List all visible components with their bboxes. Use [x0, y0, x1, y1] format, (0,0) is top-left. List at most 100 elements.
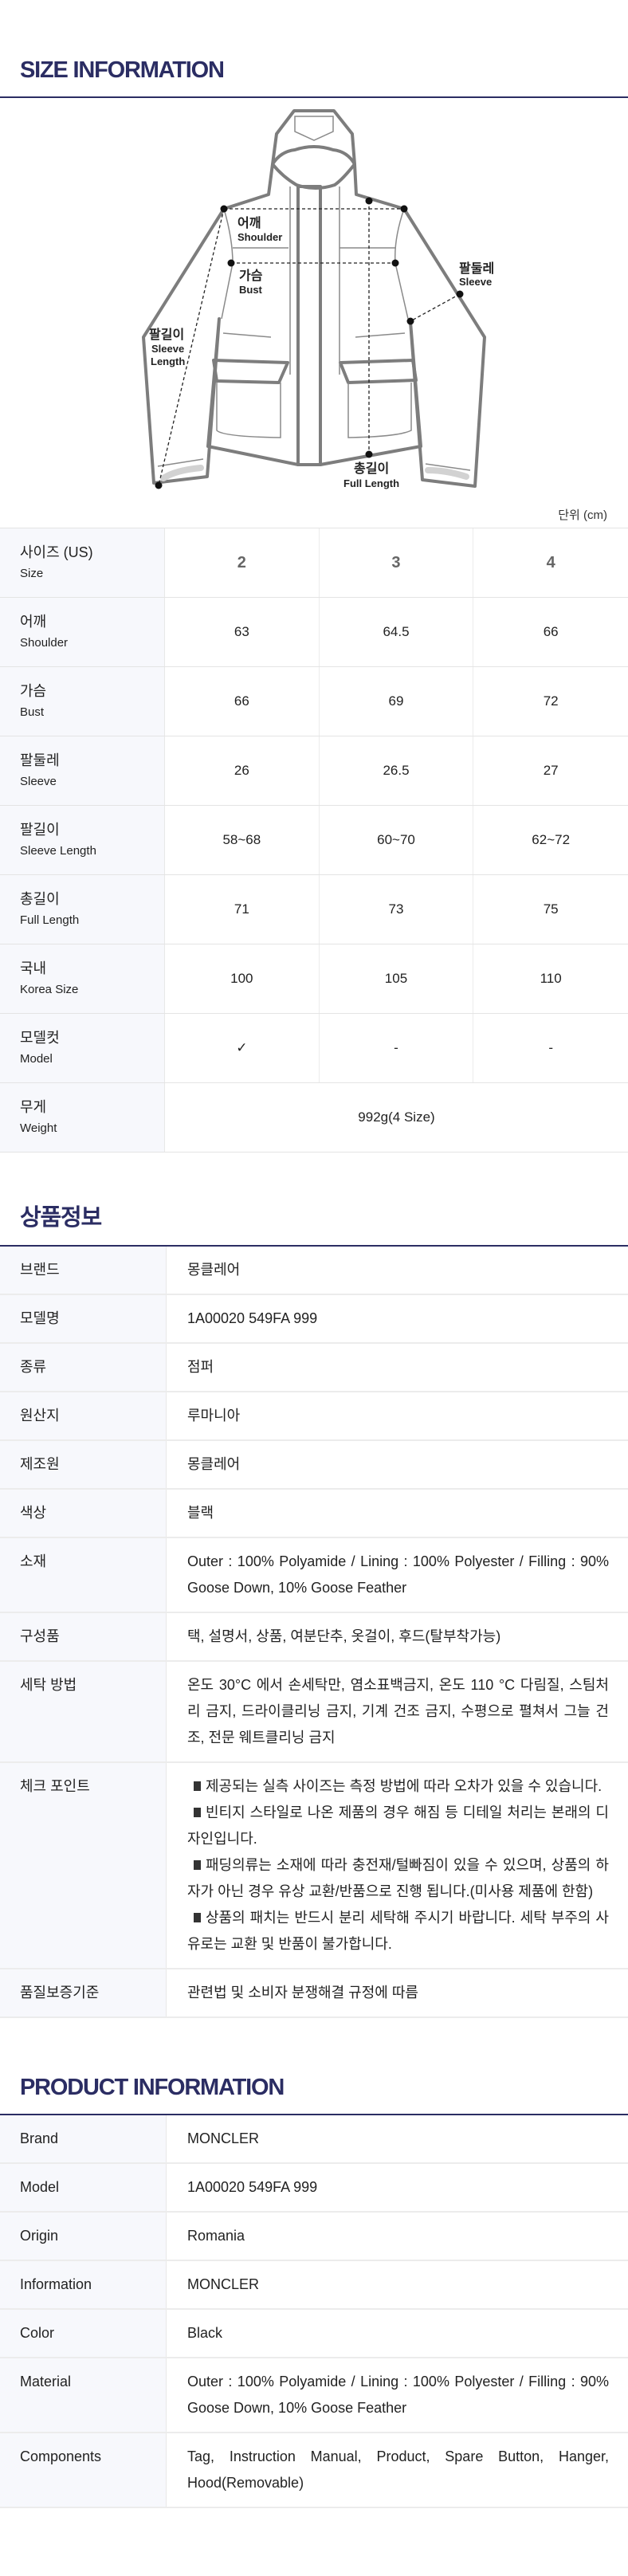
row-label: Information: [0, 2261, 167, 2308]
row-label-ko: 어깨: [20, 614, 47, 630]
row-label: Origin: [0, 2213, 167, 2260]
info-row: Information MONCLER: [0, 2261, 628, 2310]
size-cell: ✓: [165, 1014, 320, 1082]
row-label: 색상: [0, 1490, 167, 1537]
weight-row: 무게 Weight 992g(4 Size): [0, 1083, 628, 1153]
label-bust-en: Bust: [239, 284, 263, 296]
size-row: 총길이 Full Length 71 73 75: [0, 875, 628, 944]
row-label-ko: 총길이: [20, 891, 60, 907]
size-cell: 62~72: [532, 832, 571, 847]
pocket-flap-right: [339, 359, 418, 384]
quality-row: 품질보증기준 관련법 및 소비자 분쟁해결 규정에 따름: [0, 1969, 628, 2018]
row-value: Black: [187, 2325, 223, 2341]
label-bust-ko: 가슴: [239, 269, 263, 283]
info-row: 구성품 택, 설명서, 상품, 여분단추, 옷걸이, 후드(탈부착가능): [0, 1613, 628, 1662]
row-label: 종류: [0, 1344, 167, 1391]
checkpoint-item: 상품의 패치는 반드시 분리 세탁해 주시기 바랍니다. 세탁 부주의 사유로는…: [187, 1910, 609, 1952]
row-value: Outer : 100% Polyamide / Lining : 100% P…: [187, 1553, 609, 1596]
jacket-size-diagram: 어깨 Shoulder 가슴 Bust 팔둘레 Sleeve 팔길이 Sleev…: [0, 98, 628, 528]
weight-value: 992g(4 Size): [358, 1109, 435, 1125]
size-cell: 72: [543, 693, 559, 709]
row-value: 블랙: [187, 1505, 214, 1521]
label-full-length-ko: 총길이: [354, 461, 389, 476]
size-cell: 71: [165, 875, 320, 944]
checkpoint-list: 제공되는 실측 사이즈는 측정 방법에 따라 오차가 있을 수 있습니다. 빈티지…: [167, 1763, 628, 1968]
size-information-section: SIZE INFORMATION: [0, 0, 628, 1153]
row-label: Material: [0, 2358, 167, 2432]
row-label: 품질보증기준: [0, 1969, 167, 2016]
info-row: 소재 Outer : 100% Polyamide / Lining : 100…: [0, 1538, 628, 1613]
label-shoulder-en: Shoulder: [237, 231, 282, 243]
size-row: 팔길이 Sleeve Length 58~68 60~70 62~72: [0, 806, 628, 875]
product-info-en-section: PRODUCT INFORMATION Brand MONCLER Model 1…: [0, 2018, 628, 2508]
info-row: Material Outer : 100% Polyamide / Lining…: [0, 2358, 628, 2433]
size-value: 4: [546, 553, 555, 571]
row-label-ko: 가슴: [20, 683, 47, 699]
size-value: 2: [165, 528, 320, 597]
jacket-illustration: 어깨 Shoulder 가슴 Bust 팔둘레 Sleeve 팔길이 Sleev…: [142, 109, 494, 489]
size-cell: 26.5: [320, 736, 474, 805]
size-cell: 66: [543, 624, 559, 639]
row-label-en: Sleeve Length: [20, 844, 96, 858]
size-table: 사이즈 (US) Size 2 3 4 어깨 Shoulder 63 64.5 66 …: [0, 528, 628, 1153]
product-info-ko-section: 상품정보 브랜드 몽클레어 모델명 1A00020 549FA 999 종류 점퍼 원…: [0, 1153, 628, 2018]
row-label-en: Sleeve: [20, 775, 57, 788]
row-label: 제조원: [0, 1441, 167, 1488]
square-bullet-icon: [194, 1913, 201, 1922]
row-label: 원산지: [0, 1392, 167, 1439]
size-cell: 73: [320, 875, 474, 944]
row-value: 점퍼: [187, 1359, 214, 1375]
label-sleeve-ko: 팔둘레: [459, 261, 494, 276]
square-bullet-icon: [194, 1860, 201, 1870]
measurement-dots: [155, 197, 464, 489]
info-row: Model 1A00020 549FA 999: [0, 2164, 628, 2213]
square-bullet-icon: [194, 1781, 201, 1791]
info-row: Origin Romania: [0, 2213, 628, 2261]
info-row: 색상 블랙: [0, 1490, 628, 1538]
label-full-length-en: Full Length: [343, 477, 399, 489]
info-row: Components Tag, Instruction Manual, Prod…: [0, 2433, 628, 2508]
row-label-en: Bust: [20, 705, 45, 719]
section-header: PRODUCT INFORMATION: [0, 2018, 628, 2115]
info-row: 브랜드 몽클레어: [0, 1247, 628, 1295]
section-header: SIZE INFORMATION: [0, 0, 628, 98]
row-label-en: Model: [20, 1052, 53, 1066]
info-row: Brand MONCLER: [0, 2115, 628, 2164]
size-header-row: 사이즈 (US) Size 2 3 4: [0, 528, 628, 598]
product-info-en-table: Brand MONCLER Model 1A00020 549FA 999 Orig…: [0, 2115, 628, 2508]
size-cell: 58~68: [165, 806, 320, 874]
hood-face: [271, 145, 356, 190]
row-value: MONCLER: [187, 2130, 260, 2146]
section-title: PRODUCT INFORMATION: [20, 2075, 285, 2100]
row-label-en: Weight: [20, 1121, 57, 1135]
row-label: 체크 포인트: [0, 1763, 167, 1968]
row-label-en: Shoulder: [20, 636, 69, 650]
row-label: Color: [0, 2310, 167, 2357]
unit-label: 단위 (cm): [558, 509, 607, 522]
size-cell: 63: [165, 598, 320, 666]
measurement-lines: [158, 201, 461, 486]
row-value: Romania: [187, 2228, 245, 2244]
size-cell: 105: [320, 944, 474, 1013]
row-label: Model: [0, 2164, 167, 2211]
row-label-ko: 국내: [20, 960, 47, 976]
size-cell: 60~70: [320, 806, 474, 874]
square-bullet-icon: [194, 1808, 201, 1817]
row-label: Brand: [0, 2115, 167, 2162]
row-label: Components: [0, 2433, 167, 2507]
row-value: 1A00020 549FA 999: [187, 2179, 318, 2195]
row-label: 소재: [0, 1538, 167, 1612]
row-label: 구성품: [0, 1613, 167, 1660]
info-row: 원산지 루마니아: [0, 1392, 628, 1441]
row-value: Outer : 100% Polyamide / Lining : 100% P…: [187, 2374, 609, 2416]
size-cell: 110: [540, 971, 562, 986]
row-label-ko: 모델컷: [20, 1030, 60, 1046]
checkpoint-item: 빈티지 스타일로 나온 제품의 경우 해짐 등 디테일 처리는 본래의 디자인입…: [187, 1804, 609, 1847]
info-row: 모델명 1A00020 549FA 999: [0, 1295, 628, 1344]
size-cell: 64.5: [320, 598, 474, 666]
pocket-flap-left: [212, 359, 289, 384]
size-row: 팔둘레 Sleeve 26 26.5 27: [0, 736, 628, 806]
size-cell: -: [320, 1014, 474, 1082]
row-label-en: Full Length: [20, 913, 80, 927]
